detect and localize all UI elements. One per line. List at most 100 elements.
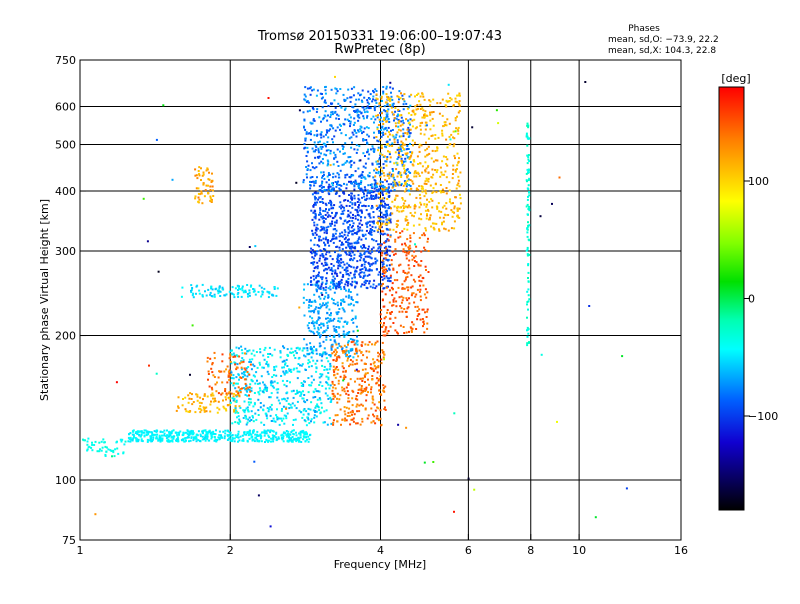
data-point [375,90,378,92]
data-point [401,123,404,126]
data-point [374,175,377,178]
data-point [367,205,370,207]
data-point [306,416,309,419]
data-point [319,354,322,357]
data-point [202,432,204,435]
data-point [308,361,311,364]
data-point [140,439,143,442]
data-point [235,382,238,385]
data-point [450,98,453,101]
data-point [456,115,458,118]
data-point [206,167,209,170]
data-point [270,384,273,387]
data-point [386,102,389,105]
data-point [314,252,317,255]
data-point [312,396,315,399]
data-point [382,86,385,88]
data-point [527,184,530,187]
data-point [210,295,213,297]
data-point [321,293,324,296]
data-point [379,244,382,247]
data-point [382,185,385,188]
data-point [380,243,383,246]
data-point [162,104,165,107]
data-point [387,150,389,153]
data-point [423,114,425,117]
data-point [236,293,239,296]
data-point [208,439,211,442]
data-point [203,429,206,432]
data-point [330,312,332,315]
data-point [320,375,323,378]
data-point [333,329,336,332]
data-point [196,177,199,180]
data-point [403,280,406,283]
data-point [401,230,404,233]
data-point [312,352,315,355]
data-point [354,269,357,272]
data-point [459,202,462,205]
data-point [327,149,330,152]
data-point [556,420,558,423]
data-point [254,382,257,385]
data-point [322,171,325,174]
data-point [210,199,213,202]
data-point [387,186,390,189]
data-point [285,407,288,410]
data-point [349,348,352,351]
data-point [412,232,415,235]
data-point [378,158,381,161]
data-point [360,385,363,387]
data-point [363,271,366,274]
data-point [406,179,409,182]
data-point [248,397,251,400]
data-point [405,118,408,121]
data-point [325,149,328,152]
data-point [376,128,379,131]
data-point [314,203,317,206]
data-point [258,284,261,287]
data-point [336,392,339,395]
data-point [335,287,338,290]
data-point [367,184,370,187]
data-point [310,283,312,286]
data-point [246,284,249,286]
data-point [332,241,335,244]
data-point [360,238,363,241]
data-point [230,382,233,385]
data-point [399,324,402,327]
data-point [380,199,382,202]
data-point [225,368,228,371]
data-point [349,303,351,306]
data-point [370,421,373,424]
data-point [115,381,118,384]
data-point [399,232,402,234]
data-point [382,384,385,387]
data-point [391,250,394,253]
data-point [342,376,345,379]
data-point [359,253,362,256]
data-point [394,252,397,255]
data-point [349,156,352,158]
data-point [375,249,378,252]
data-point [425,192,428,195]
data-point [443,204,446,207]
data-point [223,437,226,440]
data-point [244,393,247,396]
data-point [526,213,529,216]
data-point [441,206,444,209]
data-point [389,156,392,159]
data-point [272,374,275,377]
data-point [177,405,179,408]
data-point [339,188,342,191]
data-point [260,431,263,434]
data-point [526,198,529,201]
data-point [367,157,370,160]
data-point [421,116,424,119]
data-point [344,199,347,201]
data-point [450,227,453,230]
data-point [226,404,229,407]
data-point [373,149,376,152]
data-point [147,433,150,436]
data-point [432,111,435,113]
